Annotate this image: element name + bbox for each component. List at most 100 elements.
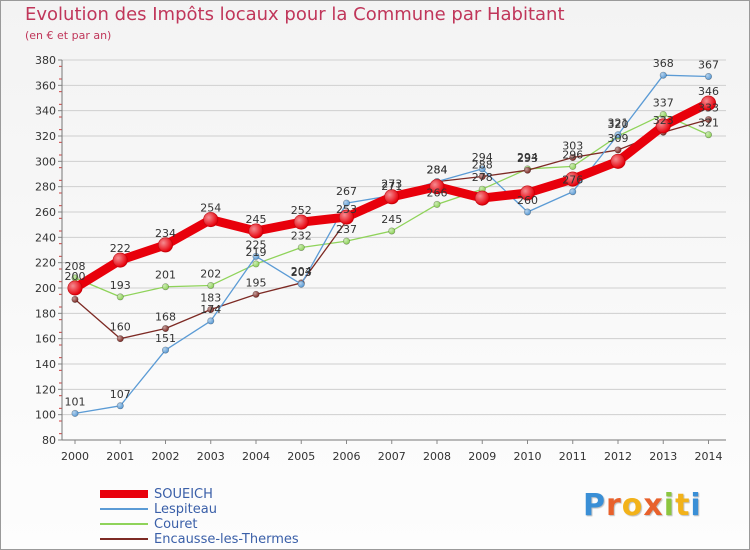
data-label-soueich-2002: 234 bbox=[155, 227, 176, 240]
legend-item-lespiteau: Lespiteau bbox=[100, 501, 217, 517]
logo-letter: r bbox=[606, 488, 622, 523]
legend-label: Couret bbox=[154, 516, 198, 532]
x-tick-label-2010: 2010 bbox=[514, 450, 542, 463]
data-point-shade bbox=[71, 296, 79, 303]
data-label-lespiteau-2013: 368 bbox=[653, 57, 674, 70]
x-tick-label-2000: 2000 bbox=[61, 450, 89, 463]
y-tick-label-80: 80 bbox=[42, 434, 56, 447]
data-label-couret-2005: 232 bbox=[291, 229, 312, 242]
data-point-shade bbox=[162, 346, 169, 354]
data-point-shade bbox=[252, 260, 260, 268]
data-labels: 2002222342542452523461011071511742252032… bbox=[65, 57, 720, 408]
logo-letter: o bbox=[621, 488, 644, 523]
data-label-lespiteau-2010: 260 bbox=[517, 194, 538, 207]
data-label-encausse-les-thermes-2011: 303 bbox=[562, 140, 583, 153]
data-label-lespiteau-2003: 174 bbox=[200, 303, 221, 316]
logo-letter: x bbox=[643, 488, 664, 523]
data-point-shade bbox=[524, 167, 531, 174]
grid-lines bbox=[62, 59, 726, 441]
y-tick-label-120: 120 bbox=[35, 383, 56, 396]
x-tick-label-2011: 2011 bbox=[559, 450, 587, 463]
data-point-shade bbox=[565, 172, 580, 187]
axes: 80 100 120 140 160 180 200 220 240 260 280 300 320 34… bbox=[35, 54, 726, 463]
legend-swatch bbox=[100, 508, 148, 510]
data-label-couret-2012: 320 bbox=[608, 118, 629, 131]
data-label-lespiteau-2000: 101 bbox=[65, 395, 86, 408]
data-label-encausse-les-thermes-2010: 293 bbox=[517, 152, 538, 165]
x-tick-label-2009: 2009 bbox=[468, 450, 496, 463]
data-label-encausse-les-thermes-2005: 204 bbox=[291, 265, 312, 278]
data-point-shade bbox=[569, 163, 576, 170]
data-label-couret-2008: 266 bbox=[427, 186, 448, 199]
data-point-shade bbox=[298, 244, 305, 251]
data-label-lespiteau-2009: 294 bbox=[472, 151, 493, 164]
data-label-couret-2004: 219 bbox=[246, 246, 267, 259]
data-point-shade bbox=[158, 237, 173, 252]
logo-letter: i bbox=[663, 488, 676, 523]
legend-swatch bbox=[100, 490, 148, 498]
data-label-couret-2009: 278 bbox=[472, 171, 493, 184]
data-point-shade bbox=[68, 281, 82, 295]
y-tick-label-100: 100 bbox=[35, 409, 56, 422]
data-point-shade bbox=[705, 116, 712, 123]
data-point-shade bbox=[343, 237, 350, 245]
x-tick-label-2014: 2014 bbox=[695, 450, 723, 463]
data-label-encausse-les-thermes-2014: 333 bbox=[698, 102, 719, 115]
x-tick-label-2001: 2001 bbox=[106, 450, 134, 463]
x-tick-label-2007: 2007 bbox=[378, 450, 406, 463]
data-label-lespiteau-2012: 321 bbox=[608, 117, 629, 130]
data-point-shade bbox=[117, 293, 124, 301]
data-point-shade bbox=[656, 118, 671, 133]
data-label-lespiteau-2014: 367 bbox=[698, 58, 719, 71]
x-tick-label-2008: 2008 bbox=[423, 450, 451, 463]
logo-letter: i bbox=[690, 488, 702, 523]
data-point-shade bbox=[298, 281, 305, 288]
logo-letter: t bbox=[675, 488, 691, 523]
data-label-encausse-les-thermes-2013: 323 bbox=[653, 114, 674, 127]
y-tick-label-280: 280 bbox=[35, 181, 56, 194]
data-label-couret-2011: 296 bbox=[562, 148, 583, 161]
legend-item-soueich: SOUEICH bbox=[100, 486, 213, 502]
data-label-lespiteau-2011: 276 bbox=[562, 174, 583, 187]
data-point-shade bbox=[660, 111, 667, 118]
data-label-lespiteau-2002: 151 bbox=[155, 332, 176, 345]
series-lines bbox=[67, 71, 716, 417]
y-tick-label-380: 380 bbox=[35, 54, 56, 67]
data-point-shade bbox=[343, 199, 350, 207]
data-point-shade bbox=[430, 179, 444, 194]
data-point-shade bbox=[705, 131, 712, 138]
data-label-couret-2014: 321 bbox=[698, 117, 719, 130]
data-point-shade bbox=[249, 224, 263, 238]
chart-subtitle: (en € et par an) bbox=[25, 29, 112, 42]
data-point-shade bbox=[71, 410, 79, 417]
data-point-shade bbox=[524, 208, 531, 216]
data-point-shade bbox=[520, 186, 535, 200]
data-point-shade bbox=[569, 188, 576, 195]
data-point-shade bbox=[71, 274, 79, 282]
data-point-shade bbox=[660, 72, 667, 79]
x-tick-label-2003: 2003 bbox=[197, 450, 225, 463]
y-tick-label-220: 220 bbox=[35, 257, 56, 270]
x-tick-label-2006: 2006 bbox=[333, 450, 361, 463]
data-label-encausse-les-thermes-2002: 168 bbox=[155, 311, 176, 324]
data-label-lespiteau-2006: 267 bbox=[336, 185, 357, 198]
data-label-couret-2003: 202 bbox=[200, 267, 221, 280]
data-point-shade bbox=[479, 165, 486, 173]
data-label-soueich-2014: 346 bbox=[698, 85, 719, 98]
chart-title: Evolution des Impôts locaux pour la Comm… bbox=[25, 4, 565, 25]
data-label-encausse-les-thermes-2009: 288 bbox=[472, 159, 493, 172]
y-tick-label-360: 360 bbox=[35, 79, 56, 92]
data-point-shade bbox=[252, 253, 260, 260]
logo-letter: P bbox=[583, 488, 606, 523]
data-label-lespiteau-2008: 284 bbox=[427, 164, 448, 177]
data-label-lespiteau-2004: 225 bbox=[246, 238, 267, 251]
data-point-shade bbox=[614, 131, 622, 138]
data-label-couret-2010: 294 bbox=[517, 151, 538, 164]
data-label-encausse-les-thermes-2004: 195 bbox=[246, 276, 267, 289]
data-point-shade bbox=[569, 154, 576, 161]
data-label-couret-2006: 237 bbox=[336, 223, 357, 236]
data-point-shade bbox=[384, 189, 399, 204]
data-point-shade bbox=[207, 282, 214, 289]
data-point-shade bbox=[203, 212, 218, 227]
